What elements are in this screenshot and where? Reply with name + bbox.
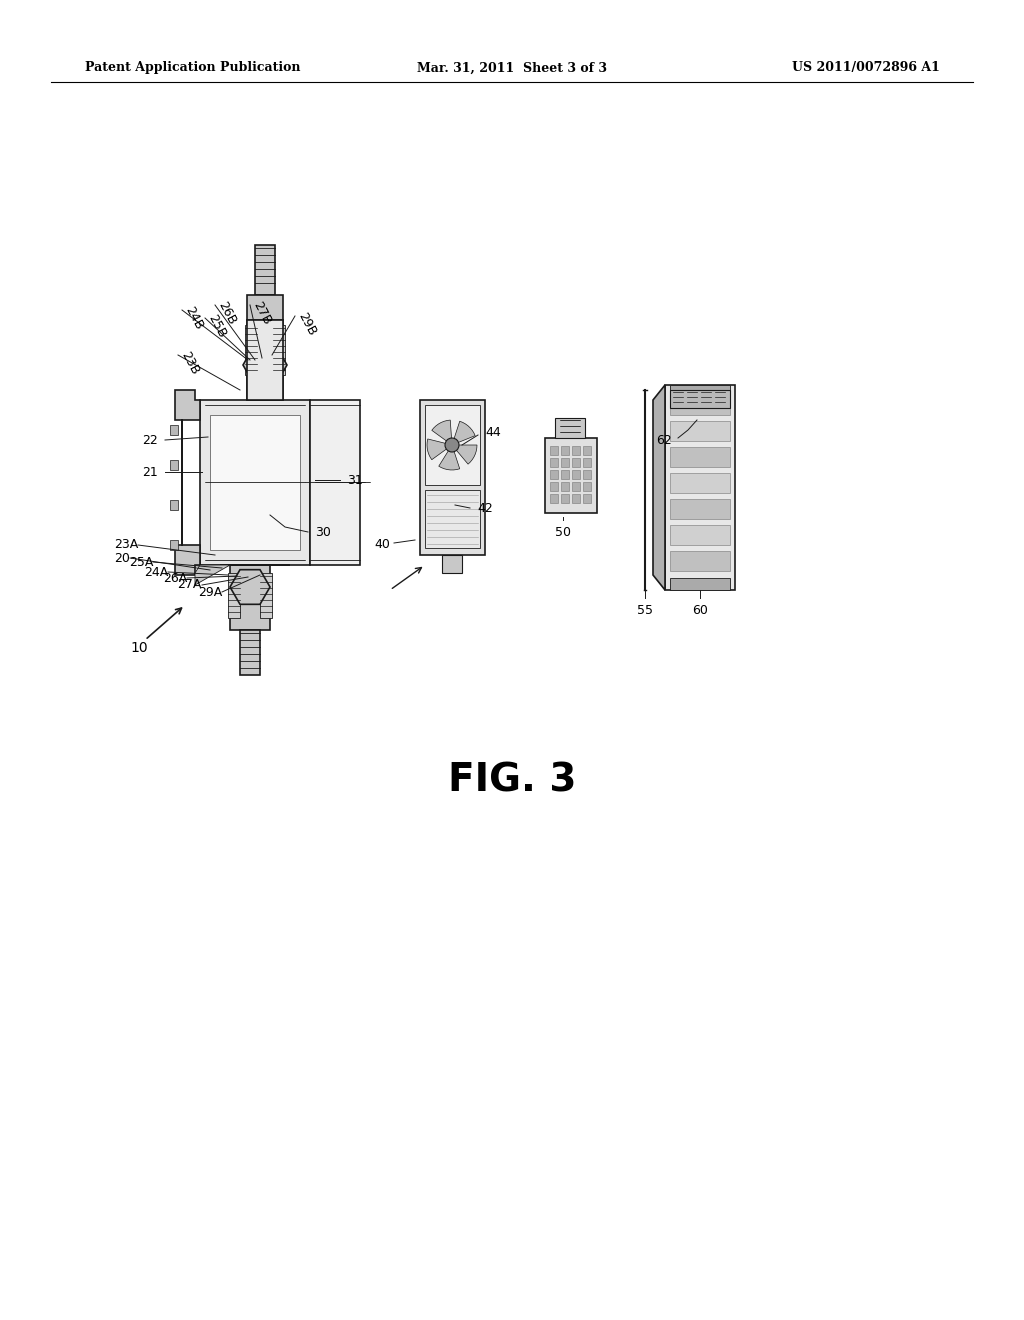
Bar [583,446,591,455]
Text: FIG. 3: FIG. 3 [447,762,577,799]
Polygon shape [452,445,477,465]
Bar [665,385,735,590]
Polygon shape [230,570,270,605]
Text: 29A: 29A [198,586,222,598]
Bar [670,473,730,492]
Bar [670,550,730,572]
Bar [170,540,178,550]
Polygon shape [452,421,475,445]
Bar [260,573,272,618]
Bar [550,470,558,479]
Text: 30: 30 [315,525,331,539]
Bar [561,494,569,503]
Text: 55: 55 [637,605,653,616]
Text: Mar. 31, 2011  Sheet 3 of 3: Mar. 31, 2011 Sheet 3 of 3 [417,62,607,74]
Bar [420,400,485,554]
Bar [255,246,275,294]
Bar [583,470,591,479]
Bar [572,482,580,491]
Bar [670,421,730,441]
Bar [561,458,569,467]
Text: 24B: 24B [182,304,205,331]
Bar [545,438,597,513]
Text: 20: 20 [114,552,130,565]
Polygon shape [310,400,360,565]
Bar [670,447,730,467]
Bar [583,458,591,467]
Circle shape [445,438,459,451]
Bar [550,494,558,503]
Text: 42: 42 [477,502,493,515]
Bar [670,499,730,519]
Text: 44: 44 [485,425,501,438]
Bar [670,395,730,414]
Polygon shape [432,420,452,445]
Polygon shape [438,445,460,470]
Bar [572,446,580,455]
Bar [561,470,569,479]
Bar [230,565,270,630]
Polygon shape [653,385,665,590]
Polygon shape [247,319,283,400]
Text: Patent Application Publication: Patent Application Publication [85,62,300,74]
Bar [228,573,240,618]
Bar [561,446,569,455]
Polygon shape [175,389,200,576]
Text: 27B: 27B [250,298,273,326]
Bar [670,389,730,408]
Bar [555,418,585,438]
Text: US 2011/0072896 A1: US 2011/0072896 A1 [793,62,940,74]
Bar [670,578,730,590]
Bar [425,405,480,484]
Bar [170,500,178,510]
Text: 26A: 26A [163,572,187,585]
Bar [170,425,178,436]
Text: 60: 60 [692,605,708,616]
Bar [273,325,285,375]
Text: 23A: 23A [114,539,138,552]
Bar [240,630,260,675]
Text: 50: 50 [555,525,571,539]
Text: 31: 31 [347,474,362,487]
Text: 22: 22 [142,433,158,446]
Text: 27A: 27A [177,578,202,591]
Text: 40: 40 [374,539,390,552]
Bar [170,459,178,470]
Bar [670,525,730,545]
Bar [550,458,558,467]
Bar [561,482,569,491]
Polygon shape [195,565,230,585]
Bar [550,482,558,491]
Bar [200,400,310,565]
Text: 26B: 26B [215,298,238,326]
Polygon shape [243,346,287,384]
Text: 21: 21 [142,466,158,479]
Bar [247,319,283,400]
Polygon shape [247,294,283,319]
Bar [572,470,580,479]
Text: 25B: 25B [205,312,228,339]
Bar [572,494,580,503]
Bar [583,482,591,491]
Bar [550,446,558,455]
Text: 25A: 25A [129,556,153,569]
Bar [210,414,300,550]
Bar [583,494,591,503]
Bar [442,554,462,573]
Bar [572,458,580,467]
Text: 10: 10 [130,642,147,655]
Text: 29B: 29B [295,310,317,338]
Text: 62: 62 [656,433,672,446]
Bar [670,385,730,397]
Bar [245,325,257,375]
Bar [425,490,480,548]
Text: 24A: 24A [143,565,168,578]
Polygon shape [427,440,452,459]
Text: 23B: 23B [178,348,201,376]
